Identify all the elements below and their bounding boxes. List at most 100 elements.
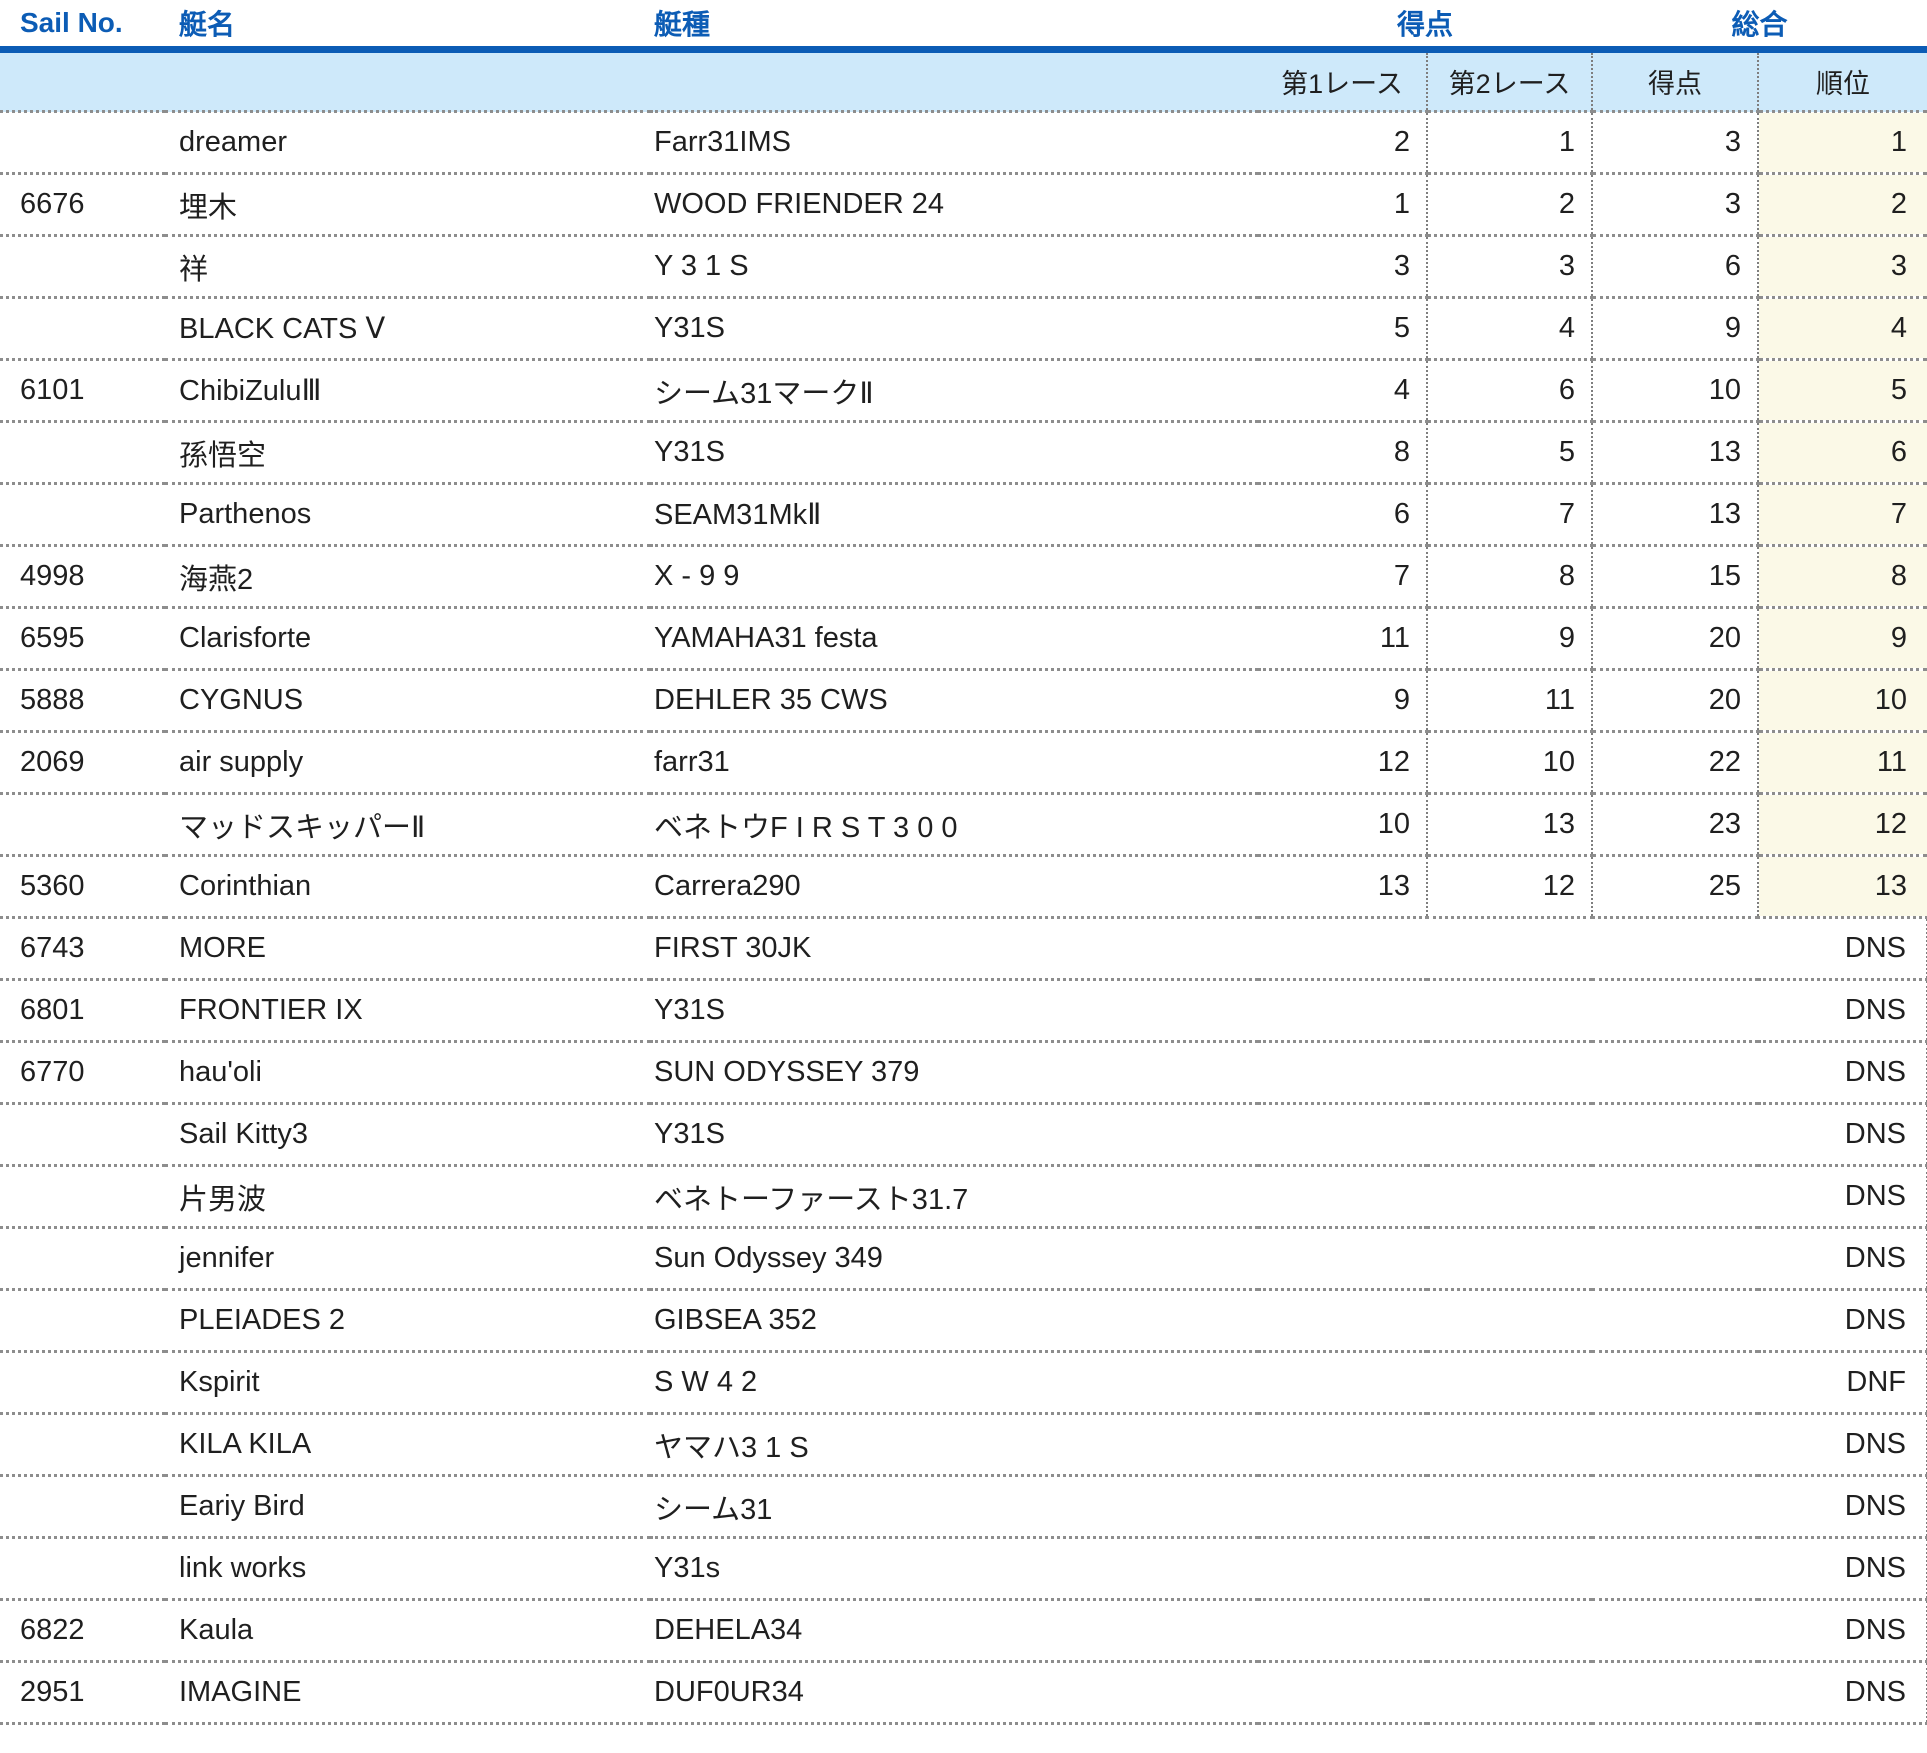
table-row: Sail Kitty3 Y31S DNS [0,1102,1927,1166]
boat-type-cell: DEHELA34 [650,1598,1258,1662]
table-row: dreamer Farr31IMS 2 1 3 1 [0,110,1927,174]
boat-name-cell: 祥 [165,234,650,298]
sail-no-cell: 2069 [0,730,165,794]
table-row: 6743 MORE FIRST 30JK DNS [0,916,1927,980]
boat-name-cell: Clarisforte [165,606,650,670]
status-cell: DNS [1258,1164,1927,1228]
status-cell: DNF [1258,1350,1927,1414]
total-points-cell: 10 [1591,358,1759,422]
table-row: 2951 IMAGINE DUF0UR34 DNS [0,1660,1927,1725]
total-points-cell: 3 [1591,110,1759,174]
sail-no-cell [0,1226,165,1290]
race2-points-cell: 10 [1425,730,1593,794]
rank-cell: 13 [1757,854,1927,918]
boat-type-cell: DEHLER 35 CWS [650,668,1258,732]
race1-points-cell: 2 [1258,110,1427,174]
total-points-cell: 13 [1591,420,1759,484]
boat-type-cell: ベネトウF I R S T 3 0 0 [650,792,1258,856]
boat-type-cell: Y31s [650,1536,1258,1600]
col-header-boat-type: 艇種 [650,0,1258,53]
boat-name-cell: 海燕2 [165,544,650,608]
boat-type-cell: Farr31IMS [650,110,1258,174]
race2-points-cell: 12 [1425,854,1593,918]
race2-points-cell: 6 [1425,358,1593,422]
boat-name-cell: 埋木 [165,172,650,236]
boat-name-cell: 孫悟空 [165,420,650,484]
race2-points-cell: 11 [1425,668,1593,732]
rank-cell: 1 [1757,110,1927,174]
col-header-rank: 順位 [1757,49,1927,112]
sail-no-cell: 6101 [0,358,165,422]
boat-name-cell: FRONTIER IX [165,978,650,1042]
rank-cell: 4 [1757,296,1927,360]
race2-points-cell: 9 [1425,606,1593,670]
boat-name-cell: Kaula [165,1598,650,1662]
race2-points-cell: 13 [1425,792,1593,856]
sail-no-cell: 6676 [0,172,165,236]
total-points-cell: 20 [1591,668,1759,732]
table-row: 6801 FRONTIER IX Y31S DNS [0,978,1927,1042]
boat-name-cell: CYGNUS [165,668,650,732]
sail-no-cell: 6743 [0,916,165,980]
boat-type-cell: DUF0UR34 [650,1660,1258,1725]
boat-name-cell: KILA KILA [165,1412,650,1476]
rank-cell: 11 [1757,730,1927,794]
race1-points-cell: 13 [1258,854,1427,918]
col-header-race2: 第2レース [1425,49,1593,112]
race1-points-cell: 4 [1258,358,1427,422]
table-row: 6770 hau'oli SUN ODYSSEY 379 DNS [0,1040,1927,1104]
col-header-points: 得点 [1591,49,1759,112]
boat-type-cell: Y31S [650,420,1258,484]
total-points-cell: 15 [1591,544,1759,608]
status-cell: DNS [1258,1102,1927,1166]
rank-cell: 10 [1757,668,1927,732]
boat-name-cell: Kspirit [165,1350,650,1414]
subheader-spacer-sail [0,49,165,112]
boat-name-cell: dreamer [165,110,650,174]
table-row: 孫悟空 Y31S 8 5 13 6 [0,420,1927,484]
rank-cell: 12 [1757,792,1927,856]
boat-name-cell: ChibiZuluⅢ [165,358,650,422]
boat-name-cell: hau'oli [165,1040,650,1104]
sail-no-cell: 2951 [0,1660,165,1725]
boat-type-cell: farr31 [650,730,1258,794]
status-cell: DNS [1258,1474,1927,1538]
sail-no-cell [0,110,165,174]
sail-no-cell [0,482,165,546]
sail-no-cell: 6822 [0,1598,165,1662]
results-tbody: dreamer Farr31IMS 2 1 3 1 6676 埋木 WOOD FRIENDER … [0,110,1927,1725]
status-cell: DNS [1258,1598,1927,1662]
status-cell: DNS [1258,978,1927,1042]
boat-name-cell: Eariy Bird [165,1474,650,1538]
total-points-cell: 6 [1591,234,1759,298]
boat-name-cell: Corinthian [165,854,650,918]
sail-no-cell [0,1536,165,1600]
sail-no-cell [0,1102,165,1166]
race1-points-cell: 10 [1258,792,1427,856]
total-points-cell: 3 [1591,172,1759,236]
table-row: BLACK CATS Ⅴ Y31S 5 4 9 4 [0,296,1927,360]
race2-points-cell: 8 [1425,544,1593,608]
race1-points-cell: 1 [1258,172,1427,236]
sail-no-cell [0,792,165,856]
race1-points-cell: 8 [1258,420,1427,484]
boat-name-cell: PLEIADES 2 [165,1288,650,1352]
race2-points-cell: 5 [1425,420,1593,484]
table-row: PLEIADES 2 GIBSEA 352 DNS [0,1288,1927,1352]
table-row: KILA KILA ヤマハ3 1 S DNS [0,1412,1927,1476]
boat-type-cell: Sun Odyssey 349 [650,1226,1258,1290]
table-row: Kspirit S W 4 2 DNF [0,1350,1927,1414]
race1-points-cell: 12 [1258,730,1427,794]
status-cell: DNS [1258,916,1927,980]
boat-type-cell: シーム31 [650,1474,1258,1538]
boat-name-cell: BLACK CATS Ⅴ [165,296,650,360]
total-points-cell: 13 [1591,482,1759,546]
sail-no-cell [0,1350,165,1414]
race2-points-cell: 7 [1425,482,1593,546]
race2-points-cell: 2 [1425,172,1593,236]
boat-type-cell: Y31S [650,296,1258,360]
table-row: 4998 海燕2 X - 9 9 7 8 15 8 [0,544,1927,608]
rank-cell: 3 [1757,234,1927,298]
subheader-spacer-type [650,49,1258,112]
status-cell: DNS [1258,1040,1927,1104]
